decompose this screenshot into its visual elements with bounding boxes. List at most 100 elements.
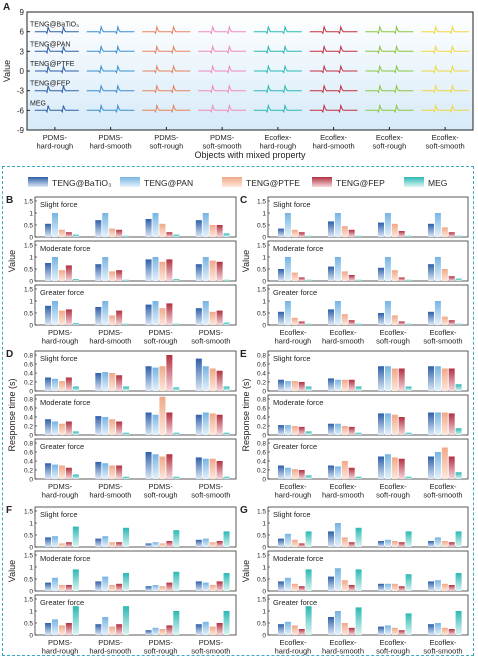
panel-e-sub1-ytick-label-3: 0.6 — [257, 406, 266, 413]
panel-b-sub2-bar-g3-s0 — [195, 308, 202, 325]
panel-a-xtick-label-7-line-1: soft-smooth — [426, 142, 465, 151]
panel-c-sub1-bar-g2-s1 — [384, 257, 391, 281]
panel-d-sub2-bar-g2-s0 — [145, 452, 152, 479]
panel-d-ylabel: Response time (s) — [7, 378, 17, 451]
panel-b-sub2-bar-g1-s2 — [109, 315, 116, 325]
panel-b-sub1-bar-g0-s3 — [65, 265, 72, 281]
panel-e-sub1-ytick-label-1: 0.2 — [257, 424, 266, 431]
panel-f-sub0-ytick-label-2: 1 — [29, 521, 33, 528]
panel-f-sub0-bar-g2-s4 — [173, 530, 180, 547]
panel-f-sub2-bar-g1-s0 — [95, 624, 102, 635]
panel-c-sub1-bar-g0-s2 — [291, 272, 298, 281]
panel-f-sub1-bar-g2-s3 — [166, 582, 173, 591]
panel-g-sub2-bar-g1-s4 — [355, 607, 362, 635]
panel-b-sub1-bar-g3-s4 — [223, 279, 230, 281]
panel-c-sub2-bar-g3-s3 — [448, 320, 455, 325]
panel-c-xtick-label-3-line-0: Ecoflex- — [429, 328, 457, 337]
panel-f-sub1-bar-g2-s1 — [152, 585, 159, 591]
panel-g-sub1-ytick-label-1: 0.5 — [257, 577, 266, 584]
panel-b-sub2-ytick-label-3: 1.5 — [24, 287, 33, 294]
panel-b-sub0-bar-g3-s4 — [223, 233, 230, 237]
panel-b-sub2-bar-g0-s4 — [72, 323, 79, 325]
panel-a-xtick-label-0-line-0: PDMS- — [43, 133, 68, 142]
panel-b-ylabel: Value — [7, 250, 17, 272]
panel-f-sub1-bar-g1-s4 — [123, 573, 130, 591]
panel-a-ytick-label-1: -6 — [17, 106, 25, 115]
panel-e-sub0-bar-g1-s1 — [334, 379, 341, 391]
panel-f-sub0-bar-g2-s3 — [166, 541, 173, 547]
panel-f-xtick-label-1-line-0: PDMS- — [98, 638, 123, 647]
panel-b-sub1-bar-g1-s2 — [109, 271, 116, 281]
panel-e-sub1-bar-g0-s2 — [291, 426, 298, 435]
panel-a-row-label-1: TENG@PAN — [30, 41, 70, 48]
panel-a-wave-r3-c1 — [86, 84, 135, 94]
panel-b-sub1-bar-g2-s3 — [166, 259, 173, 281]
panel-b-sub1-bar-g1-s1 — [102, 257, 109, 281]
panel-f-sub2-title: Greater force — [40, 598, 84, 607]
panel-g-sub0-bar-g1-s1 — [334, 523, 341, 547]
panel-g-sub0-ytick-label-1: 0.5 — [257, 533, 266, 540]
panel-g-sub0-bar-g2-s1 — [384, 539, 391, 547]
panel-b-sub0-bar-g2-s1 — [152, 213, 159, 237]
panel-a-wave-r0-c5 — [309, 25, 358, 35]
panel-a-wave-r1-c7 — [420, 44, 469, 55]
panel-d-sub1-bar-g0-s0 — [45, 419, 52, 435]
panel-b-sub1-ytick-label-3: 1.5 — [24, 243, 33, 250]
panel-c-sub1-bar-g1-s4 — [355, 279, 362, 281]
panel-f-sub2-bar-g2-s0 — [145, 630, 152, 635]
panel-g-sub0-ytick-label-0: 0 — [262, 545, 266, 552]
panel-a-wave-r3-c3 — [197, 84, 246, 94]
panel-d-sub1-bar-g0-s3 — [65, 421, 72, 435]
panel-e-sub1-bar-g1-s3 — [348, 426, 355, 435]
panel-b-sub1-bar-g0-s4 — [72, 279, 79, 281]
panel-e-sub2-ytick-label-4: 0.8 — [257, 441, 266, 448]
panel-b-sub1-bar-g1-s3 — [116, 270, 123, 281]
panel-c-sub2-bar-g2-s1 — [384, 301, 391, 325]
panel-g-sub1-bar-g1-s1 — [334, 568, 341, 591]
panel-g-sub0-bar-g2-s3 — [398, 542, 405, 547]
panel-a-ytick-label-4: 3 — [20, 47, 25, 56]
panel-g-sub0-frame — [267, 506, 469, 548]
panel-a-wave-r3-c5 — [309, 84, 358, 94]
panel-g-sub1-title: Moderate force — [273, 554, 323, 563]
panel-c-sub2-bar-g3-s0 — [428, 311, 434, 325]
panel-d-sub0-bar-g3-s2 — [209, 368, 216, 391]
panel-e-sub0-bar-g2-s4 — [405, 386, 412, 391]
panel-c-sub2-bar-g3-s1 — [434, 301, 441, 325]
panel-g-letter: G — [240, 505, 248, 516]
panel-d-sub1-bar-g3-s1 — [202, 412, 209, 435]
panel-d-sub1-bar-g2-s0 — [145, 412, 152, 435]
panel-d-sub2-bar-g3-s4 — [223, 476, 230, 479]
panel-d-sub0-bar-g2-s0 — [145, 366, 152, 391]
panel-a-wave-r1-c0 — [34, 46, 79, 55]
panel-g-sub2-bar-g3-s1 — [434, 623, 441, 635]
panel-c-xtick-label-3-line-1: soft-smooth — [423, 337, 462, 346]
panel-a-wave-r1-c1 — [86, 44, 135, 55]
legend-swatch-2 — [222, 177, 242, 187]
panel-d-sub0-bar-g0-s4 — [72, 386, 79, 391]
panel-a-row-label-3: TENG@FEP — [30, 81, 70, 88]
panel-c-sub0-bar-g1-s3 — [348, 229, 355, 237]
panel-f-sub2-bar-g3-s3 — [216, 623, 223, 635]
panel-c-sub0-bar-g0-s0 — [278, 228, 284, 237]
panel-d-sub0-bar-g3-s1 — [202, 366, 209, 391]
panel-e-sub1-bar-g3-s3 — [448, 413, 455, 435]
panel-e-ylabel: Response time (s) — [241, 378, 251, 451]
panel-d-sub2-ytick-label-4: 0.8 — [24, 441, 33, 448]
panel-f-sub0-title: Slight force — [40, 510, 78, 519]
panel-g-sub1-ytick-label-2: 1 — [262, 565, 266, 572]
panel-a-xtick-label-2-line-0: PDMS- — [154, 133, 179, 142]
panel-c-sub1-ytick-label-1: 0.5 — [257, 267, 266, 274]
panel-a-xtick-label-2-line-1: soft-rough — [149, 142, 183, 151]
panel-g-sub2-bar-g2-s0 — [378, 626, 384, 635]
panel-a-wave-r4-c6 — [365, 103, 414, 114]
panel-g-sub1-bar-g3-s0 — [428, 581, 434, 591]
panel-d-sub2-bar-g3-s2 — [209, 458, 216, 479]
panel-d-sub1-ytick-label-4: 0.8 — [24, 397, 33, 404]
panel-a-wave-r3-c4 — [253, 84, 302, 94]
panel-g-sub1-bar-g0-s4 — [305, 569, 312, 591]
panel-f-sub1-bar-g2-s0 — [145, 586, 152, 591]
panel-e-sub0-bar-g3-s1 — [434, 366, 441, 391]
panel-e-sub2-title: Greater force — [273, 442, 317, 451]
panel-f-sub2-bar-g0-s2 — [58, 625, 65, 635]
